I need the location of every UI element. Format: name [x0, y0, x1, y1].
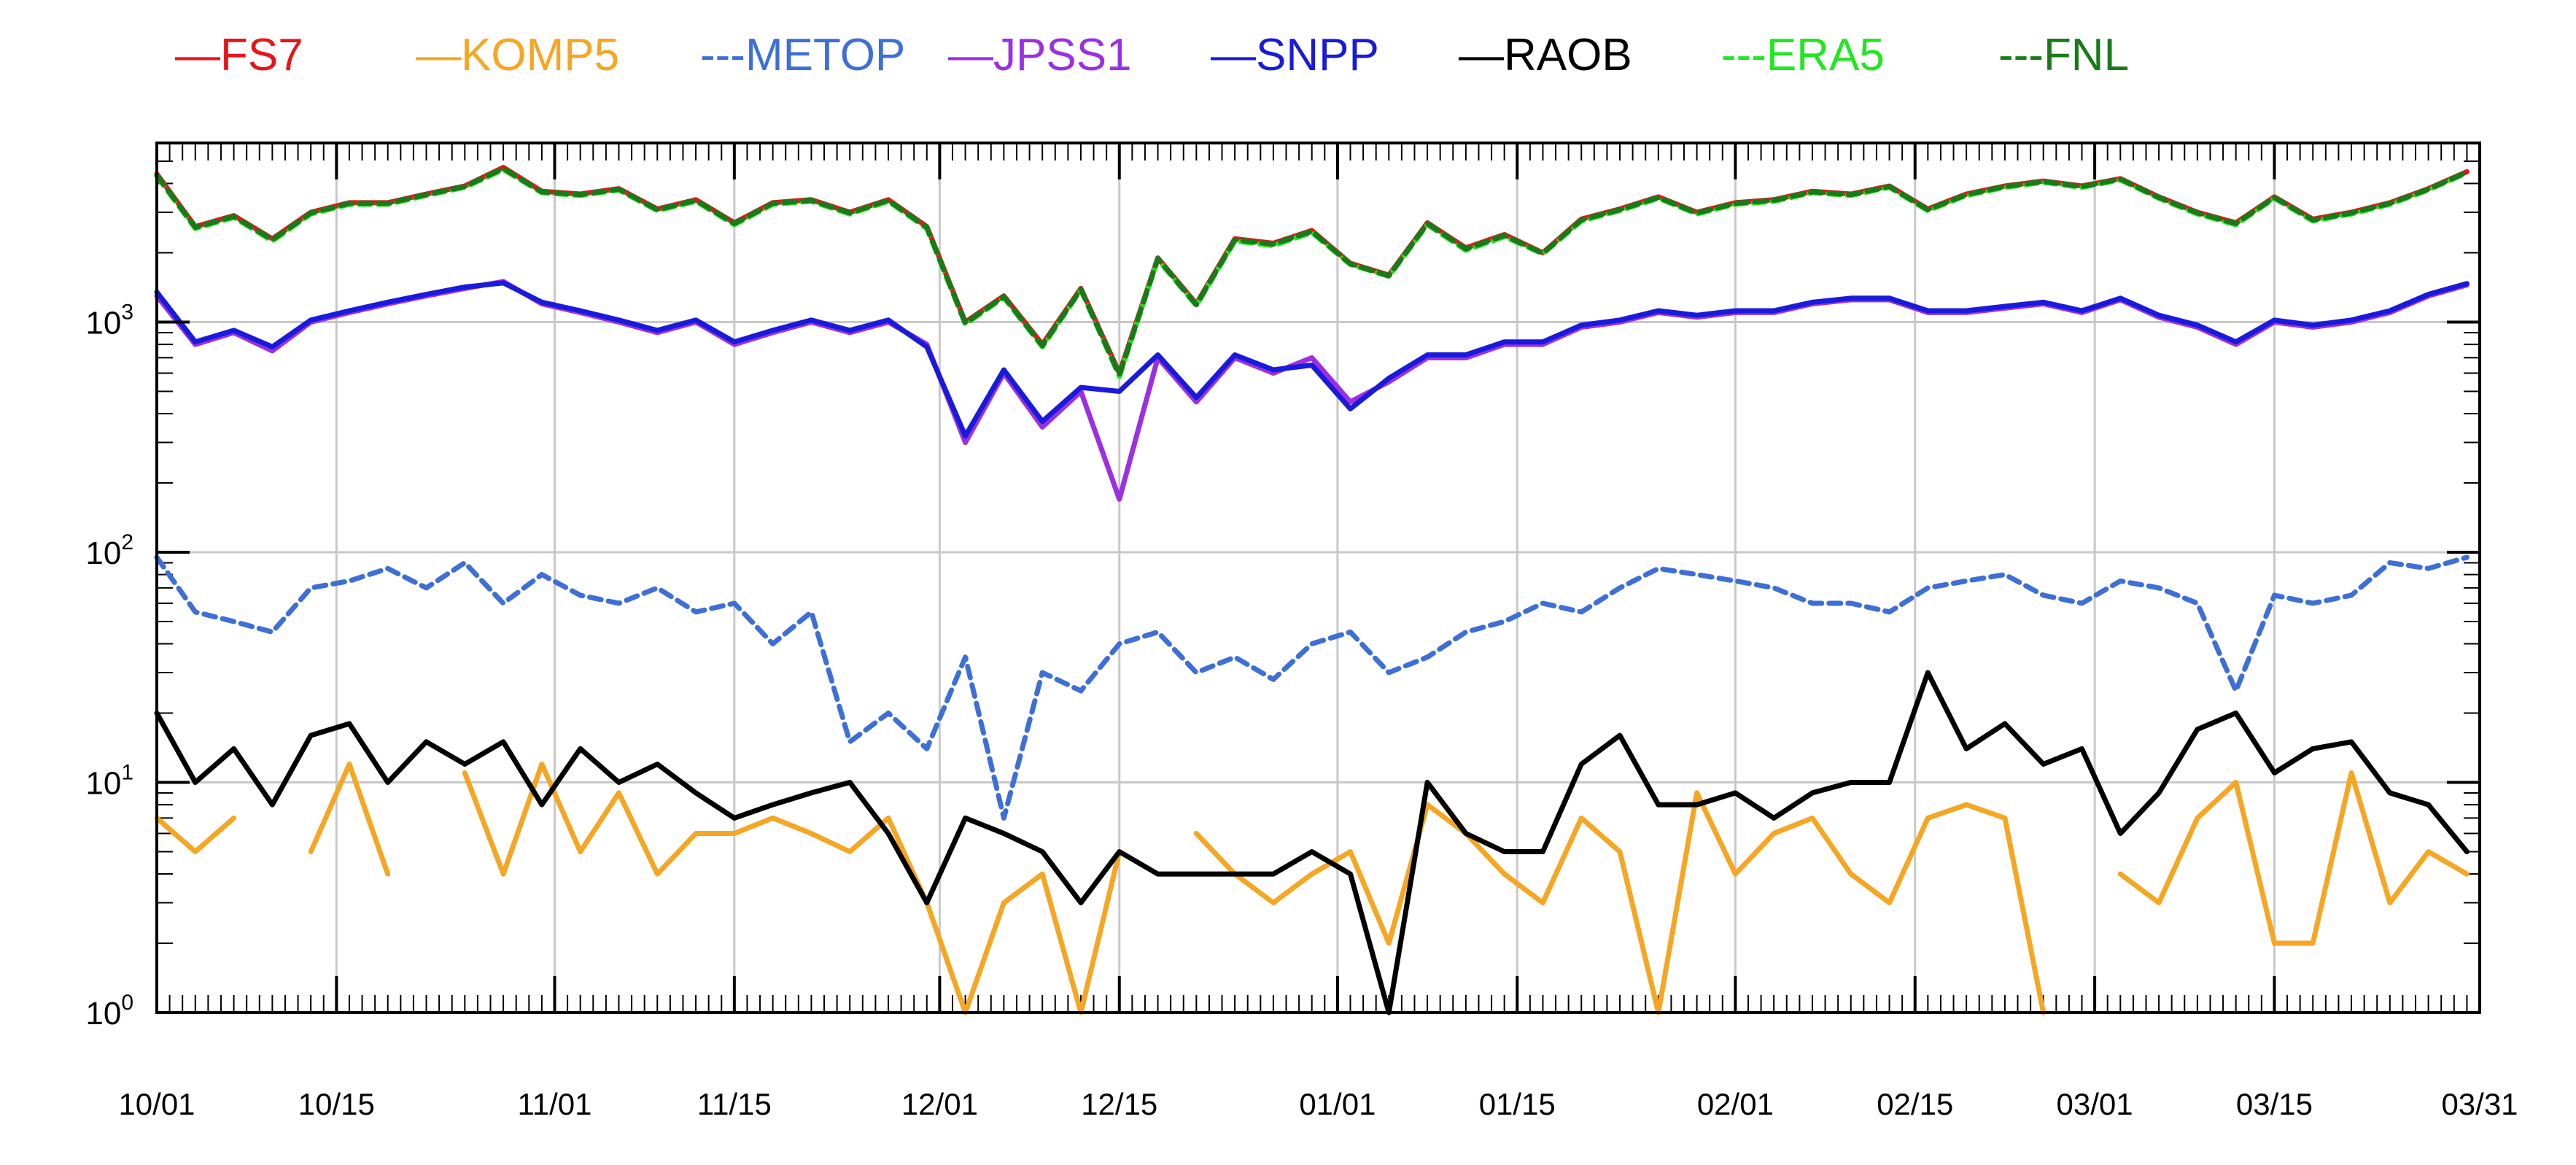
series-line — [154, 166, 2470, 378]
series-line — [154, 815, 237, 854]
x-tick-label: 12/15 — [1081, 1087, 1157, 1121]
legend-item: —RAOB — [1459, 30, 1632, 80]
legend-item: —JPSS1 — [948, 30, 1132, 80]
x-tick-label: 03/15 — [2236, 1087, 2313, 1121]
y-tick-label: 101 — [85, 761, 133, 802]
series-metop — [154, 554, 2470, 821]
series-line — [1193, 790, 2047, 1015]
plot-frame — [155, 142, 2481, 1014]
x-tick-label: 11/15 — [697, 1087, 772, 1121]
x-axis: 10/01 10/15 11/01 11/15 12/01 12/15 01/01 01/15… — [118, 143, 2518, 1121]
series-fnl — [154, 166, 2470, 378]
y-tick-label: 102 — [85, 530, 133, 571]
legend-item: ---METOP — [700, 30, 905, 80]
series-snpp — [154, 280, 2470, 439]
series-line — [2117, 770, 2470, 946]
x-tick-label: 01/01 — [1299, 1087, 1376, 1121]
series-fs7 — [154, 165, 2470, 376]
x-tick-label: 02/15 — [1877, 1087, 1953, 1121]
series-line — [308, 762, 391, 877]
series-jpss1 — [154, 279, 2470, 502]
legend: —FS7 —KOMP5 ---METOP —JPSS1 —SNPP —RAOB ---ERA… — [175, 30, 2129, 80]
x-tick-label: 01/15 — [1479, 1087, 1556, 1121]
x-tick-label: 03/01 — [2057, 1087, 2133, 1121]
legend-item: ---FNL — [1998, 30, 2129, 80]
legend-item: —SNPP — [1211, 30, 1379, 80]
series-line — [154, 670, 2470, 1015]
series-layer — [154, 165, 2470, 1015]
legend-item: ---ERA5 — [1721, 30, 1885, 80]
x-tick-label: 12/01 — [901, 1087, 978, 1121]
legend-item: —FS7 — [175, 30, 303, 80]
series-line — [462, 762, 1122, 1015]
series-line — [154, 554, 2470, 821]
series-raob — [154, 670, 2470, 1015]
series-line — [154, 166, 2470, 379]
x-tick-label: 03/31 — [2441, 1087, 2518, 1121]
x-tick-label: 10/01 — [118, 1087, 195, 1121]
y-tick-label: 100 — [85, 991, 133, 1032]
series-line — [154, 165, 2470, 376]
series-komp5 — [154, 762, 2470, 1015]
y-tick-label: 103 — [85, 301, 133, 341]
series-line — [154, 279, 2470, 502]
x-tick-label: 02/01 — [1697, 1087, 1774, 1121]
y-axis: 100 101 102 103 — [85, 301, 2480, 1032]
x-tick-label: 10/15 — [298, 1087, 375, 1121]
legend-item: —KOMP5 — [416, 30, 619, 80]
series-line — [154, 280, 2470, 439]
x-tick-label: 11/01 — [517, 1087, 591, 1121]
series-era5 — [154, 166, 2470, 379]
